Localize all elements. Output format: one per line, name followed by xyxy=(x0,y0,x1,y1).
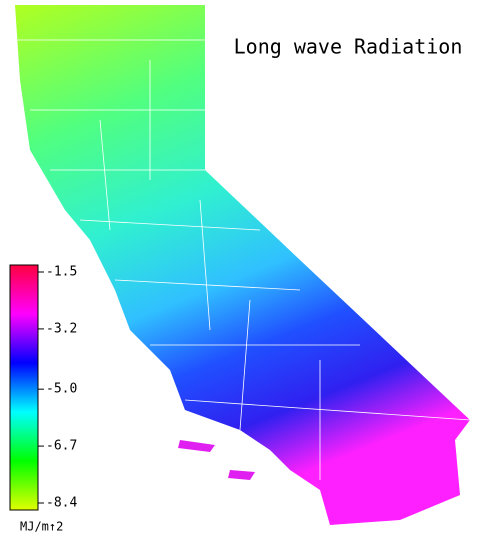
colorbar-tick-label: -8.4 xyxy=(46,496,77,511)
colorbar xyxy=(9,264,39,511)
colorbar-tick-label: -5.0 xyxy=(46,382,77,397)
map-title: Long wave Radiation xyxy=(234,35,463,59)
county-lines xyxy=(15,39,471,480)
colorbar-tick-label: -1.5 xyxy=(46,265,77,280)
california-map xyxy=(15,5,470,525)
colorbar-label: MJ/m↑2 xyxy=(20,520,63,534)
colorbar-tick-label: -3.2 xyxy=(46,321,77,336)
island xyxy=(178,440,255,480)
colorbar-tick-label: -6.7 xyxy=(46,439,77,454)
